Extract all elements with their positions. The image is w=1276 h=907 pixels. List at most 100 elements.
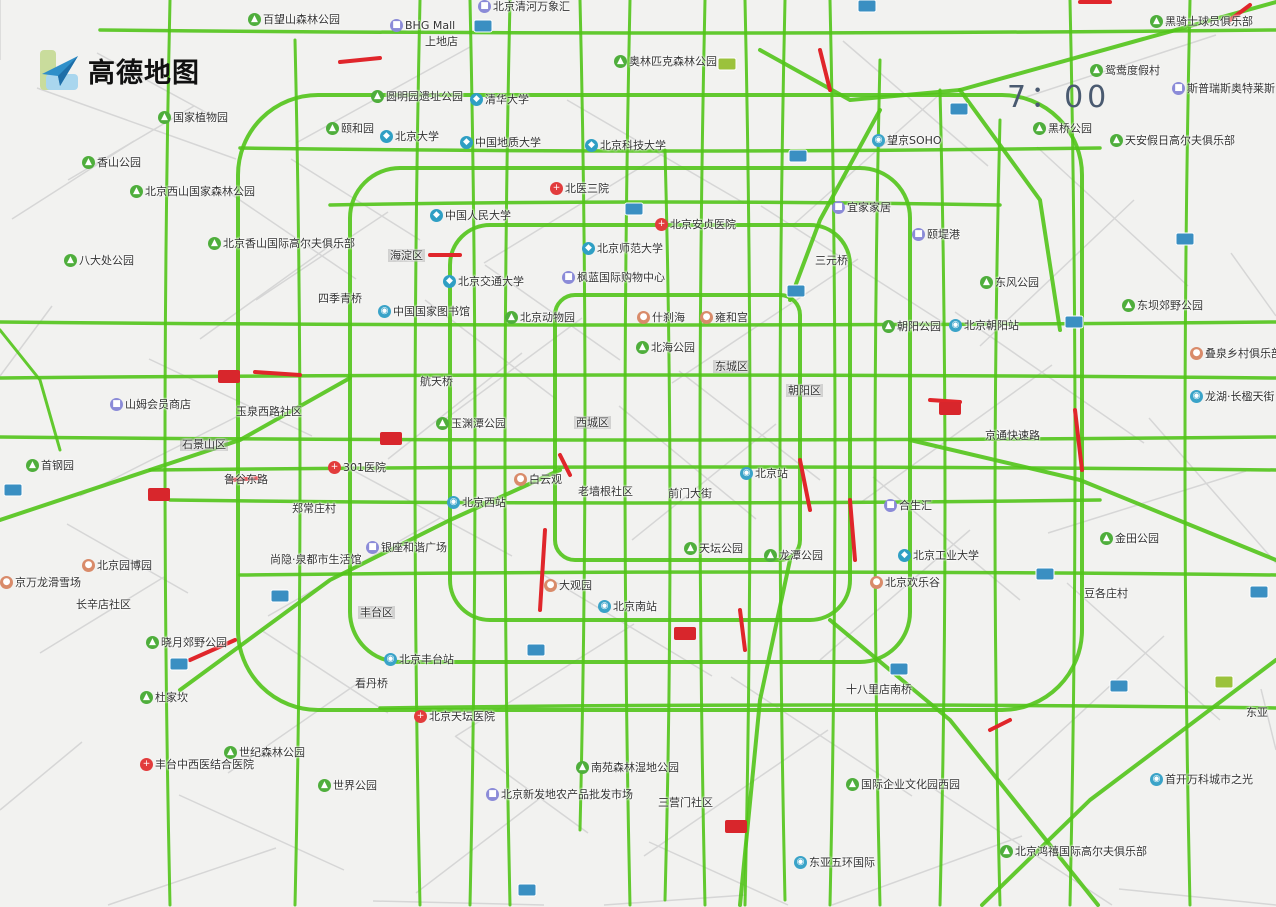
map-label[interactable]: 京通快速路	[985, 429, 1040, 442]
minor-road	[1118, 888, 1276, 906]
map-label[interactable]: ◉ 中国国家图书馆	[378, 305, 470, 318]
map-label[interactable]: ▲ 东风公园	[980, 276, 1039, 289]
map-label[interactable]: ◉ 北京丰台站	[384, 653, 454, 666]
map-label[interactable]: 老墙根社区	[578, 485, 633, 498]
map-label[interactable]: 石景山区	[180, 438, 228, 451]
map-label[interactable]: 东亚	[1246, 706, 1268, 719]
map-label[interactable]: ▲ 北京动物园	[505, 311, 575, 324]
map-label[interactable]: 海淀区	[388, 249, 425, 262]
map-label[interactable]: ◆ 清华大学	[470, 93, 529, 106]
map-label[interactable]: ◉ 北京朝阳站	[949, 319, 1019, 332]
map-label[interactable]: ◉ 龙湖·长楹天街	[1190, 390, 1275, 403]
map-label[interactable]: ▲ 金田公园	[1100, 532, 1159, 545]
map-label[interactable]: 郑常庄村	[292, 502, 336, 515]
map-label[interactable]: 玉泉西路社区	[236, 405, 302, 418]
map-label[interactable]: 长辛店社区	[76, 598, 131, 611]
map-label[interactable]: ▲ 黑骑士球员俱乐部	[1150, 15, 1253, 28]
map-label[interactable]: ▲ 朝阳公园	[882, 320, 941, 333]
map-label[interactable]: 三营门社区	[658, 796, 713, 809]
map-label[interactable]: ▲ 百望山森林公园	[248, 13, 340, 26]
map-label[interactable]: 朝阳区	[786, 384, 823, 397]
map-label[interactable]: ◉ 望京SOHO	[872, 134, 942, 147]
map-label[interactable]: ● 什刹海	[637, 311, 685, 324]
map-label[interactable]: ◆ 北京大学	[380, 130, 439, 143]
map-label[interactable]: +301医院	[328, 461, 386, 474]
map-label[interactable]: ■ 宜家家居	[832, 201, 891, 214]
map-label[interactable]: ◉ 东亚五环国际	[794, 856, 875, 869]
map-label[interactable]: ● 北京欢乐谷	[870, 576, 940, 589]
map-label[interactable]: ◆ 北京科技大学	[585, 139, 666, 152]
map-label[interactable]: ▲ 北海公园	[636, 341, 695, 354]
map-label[interactable]: 豆各庄村	[1084, 587, 1128, 600]
map-label[interactable]: ■ 斯普瑞斯奥特莱斯	[1172, 82, 1275, 95]
map-label[interactable]: 东城区	[713, 360, 750, 373]
map-label[interactable]: ◉ 北京南站	[598, 600, 657, 613]
map-label[interactable]: ▲ 北京鸿禧国际高尔夫俱乐部	[1000, 845, 1147, 858]
map-label[interactable]: ● 雍和宫	[700, 311, 748, 324]
map-label[interactable]: 丰台区	[358, 606, 395, 619]
map-label[interactable]: ▲ 玉渊潭公园	[436, 417, 506, 430]
map-label[interactable]: ● 大观园	[544, 579, 592, 592]
map-label[interactable]: ● 北京园博园	[82, 559, 152, 572]
park-icon: ▲	[371, 90, 384, 103]
map-label[interactable]: + 丰台中西医结合医院	[140, 758, 254, 771]
map-label[interactable]: ■ 枫蓝国际购物中心	[562, 271, 665, 284]
map-label[interactable]: 十八里店南桥	[846, 683, 912, 696]
map-label[interactable]: ▲ 首钢园	[26, 459, 74, 472]
map-label[interactable]: 三元桥	[815, 254, 848, 267]
map-label[interactable]: ■ 北京清河万象汇	[478, 0, 570, 13]
map-label[interactable]: ▲ 颐和园	[326, 122, 374, 135]
map-label[interactable]: + 北京安贞医院	[655, 218, 736, 231]
map-label[interactable]: ● 叠泉乡村俱乐部	[1190, 347, 1276, 360]
map-label[interactable]: ▲ 东坝郊野公园	[1122, 299, 1203, 312]
map-label[interactable]: ▲ 世界公园	[318, 779, 377, 792]
map-label[interactable]: + 北医三院	[550, 182, 609, 195]
map-label[interactable]: ▲ 杜家坎	[140, 691, 188, 704]
map-label[interactable]: ● 白云观	[514, 473, 562, 486]
map-label[interactable]: 西城区	[574, 416, 611, 429]
map-label[interactable]: ■ 颐堤港	[912, 228, 960, 241]
second-ring-road	[553, 293, 802, 562]
map-label[interactable]: ■ 合生汇	[884, 499, 932, 512]
map-label[interactable]: ■ BHG Mall	[390, 19, 455, 32]
map-label[interactable]: ▲ 国家植物园	[158, 111, 228, 124]
map-label[interactable]: ▲ 晓月郊野公园	[146, 636, 227, 649]
map-label[interactable]: ▲ 国际企业文化园西园	[846, 778, 960, 791]
map-label[interactable]: 上地店	[425, 35, 458, 48]
map-label[interactable]: ◆ 北京交通大学	[443, 275, 524, 288]
map-label[interactable]: 航天桥	[420, 375, 453, 388]
map-label[interactable]: ▲ 八大处公园	[64, 254, 134, 267]
map-label[interactable]: ■ 北京新发地农产品批发市场	[486, 788, 633, 801]
map-label[interactable]: ▲ 香山公园	[82, 156, 141, 169]
map-label[interactable]: ■ 银座和谐广场	[366, 541, 447, 554]
minor-road	[454, 735, 589, 834]
map-label[interactable]: ▲ 龙潭公园	[764, 549, 823, 562]
map-label[interactable]: ▲ 圆明园遗址公园	[371, 90, 463, 103]
map-label[interactable]: ◉ 北京西站	[447, 496, 506, 509]
map-label[interactable]: ◆ 北京工业大学	[898, 549, 979, 562]
map-label[interactable]: ▲ 黑桥公园	[1033, 122, 1092, 135]
park-icon: ▲	[882, 320, 895, 333]
map-label[interactable]: ◆ 中国人民大学	[430, 209, 511, 222]
map-label[interactable]: ▲ 北京香山国际高尔夫俱乐部	[208, 237, 355, 250]
map-label[interactable]: 前门大街	[668, 487, 712, 500]
map-label[interactable]: ◆ 北京师范大学	[582, 242, 663, 255]
map-label[interactable]: ▲ 天安假日高尔夫俱乐部	[1110, 134, 1235, 147]
map-label[interactable]: ▲ 北京西山国家森林公园	[130, 185, 255, 198]
map-label[interactable]: ▲ 南苑森林湿地公园	[576, 761, 679, 774]
map-label[interactable]: ■ 山姆会员商店	[110, 398, 191, 411]
map-label[interactable]: ▲ 鸳鸯度假村	[1090, 64, 1160, 77]
map-label[interactable]: + 北京天坛医院	[414, 710, 495, 723]
map-label[interactable]: ◉ 北京站	[740, 467, 788, 480]
map-label[interactable]: ▲ 天坛公园	[684, 542, 743, 555]
map-label[interactable]: ◉ 首开万科城市之光	[1150, 773, 1253, 786]
map-label[interactable]: 四季青桥	[318, 292, 362, 305]
map-label[interactable]: ● 京万龙滑雪场	[0, 576, 81, 589]
map-label[interactable]: ▲ 奥林匹克森林公园	[614, 55, 717, 68]
map-label[interactable]: 尚隐·泉都市生活馆	[270, 553, 362, 566]
map-label[interactable]: ◆ 中国地质大学	[460, 136, 541, 149]
map-label[interactable]: ▲ 世纪森林公园	[224, 746, 305, 759]
map-label[interactable]: 鲁谷东路	[224, 473, 268, 486]
map-label[interactable]: 看丹桥	[355, 677, 388, 690]
